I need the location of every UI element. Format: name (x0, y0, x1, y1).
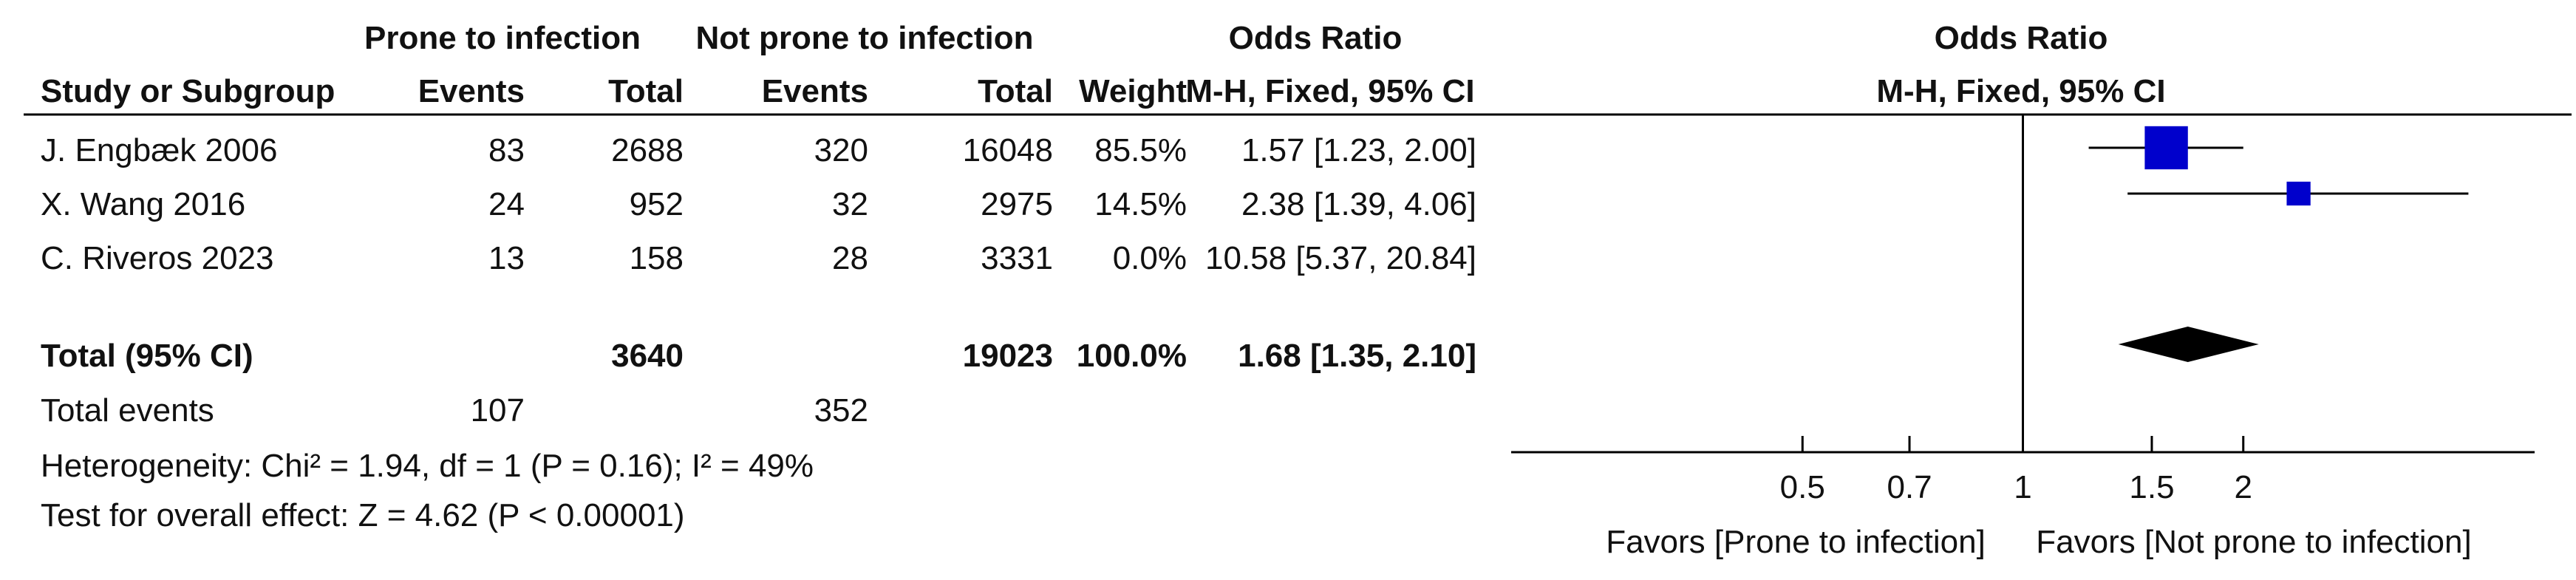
method-plot-header: M-H, Fixed, 95% CI (1876, 73, 2165, 109)
total2-header: Total (978, 73, 1053, 109)
total-events-label: Total events (41, 392, 214, 429)
events1-value: 13 (488, 240, 525, 276)
total1-value: 952 (630, 186, 684, 222)
study-row: J. Engbæk 2006 83 2688 320 16048 85.5% 1… (41, 132, 1476, 168)
ci-value: 1.57 [1.23, 2.00] (1241, 132, 1476, 168)
events1-value: 24 (488, 186, 525, 222)
total1-header: Total (608, 73, 684, 109)
heterogeneity-text: Heterogeneity: Chi² = 1.94, df = 1 (P = … (41, 448, 814, 484)
study-column-header: Study or Subgroup (41, 73, 335, 109)
ci-value: 2.38 [1.39, 4.06] (1241, 186, 1476, 222)
total-row: Total (95% CI) 3640 19023 100.0% 1.68 [1… (41, 338, 1476, 374)
total2-sum: 19023 (963, 338, 1053, 374)
x-tick-label: 2 (2235, 469, 2252, 505)
favors-right-label: Favors [Not prone to infection] (2036, 524, 2471, 560)
weight-value: 14.5% (1094, 186, 1187, 222)
plot-area: 0.5 0.7 1 1.5 2 (1511, 115, 2535, 505)
events1-value: 83 (488, 132, 525, 168)
pooled-ci: 1.68 [1.35, 2.10] (1238, 338, 1476, 374)
x-tick-label: 0.7 (1887, 469, 1932, 505)
group1-header: Prone to infection (364, 20, 641, 56)
weight-header: Weight (1079, 73, 1187, 109)
pooled-diamond (2118, 327, 2259, 362)
study-name: J. Engbæk 2006 (41, 132, 277, 168)
total1-value: 2688 (611, 132, 684, 168)
effect-square (2144, 126, 2188, 170)
study-row: X. Wang 2016 24 952 32 2975 14.5% 2.38 [… (41, 186, 1476, 222)
effect-square (2286, 181, 2311, 206)
x-tick-label: 1.5 (2129, 469, 2174, 505)
total2-value: 3331 (981, 240, 1053, 276)
events2-value: 28 (832, 240, 868, 276)
weight-value: 85.5% (1094, 132, 1187, 168)
events1-header: Events (418, 73, 525, 109)
overall-effect-text: Test for overall effect: Z = 4.62 (P < 0… (41, 497, 685, 533)
weight-value: 0.0% (1113, 240, 1187, 276)
events2-header: Events (762, 73, 868, 109)
x-tick-label: 1 (2014, 469, 2031, 505)
total-weight: 100.0% (1077, 338, 1187, 374)
or-table-header: Odds Ratio (1229, 20, 1403, 56)
events2-sum: 352 (814, 392, 868, 429)
group2-header: Not prone to infection (695, 20, 1033, 56)
study-name: X. Wang 2016 (41, 186, 245, 222)
method-table-header: M-H, Fixed, 95% CI (1185, 73, 1474, 109)
study-row: C. Riveros 2023 13 158 28 3331 0.0% 10.5… (41, 240, 1476, 276)
events2-value: 32 (832, 186, 868, 222)
x-tick-label: 0.5 (1780, 469, 1825, 505)
total1-value: 158 (630, 240, 684, 276)
total1-sum: 3640 (611, 338, 684, 374)
events2-value: 320 (814, 132, 868, 168)
total-label: Total (95% CI) (41, 338, 253, 374)
study-name: C. Riveros 2023 (41, 240, 273, 276)
total-events-row: Total events 107 352 (41, 392, 868, 429)
ci-value: 10.58 [5.37, 20.84] (1205, 240, 1476, 276)
or-plot-header: Odds Ratio (1935, 20, 2108, 56)
favors-left-label: Favors [Prone to infection] (1606, 524, 1986, 560)
total2-value: 16048 (963, 132, 1053, 168)
events1-sum: 107 (471, 392, 525, 429)
total2-value: 2975 (981, 186, 1053, 222)
